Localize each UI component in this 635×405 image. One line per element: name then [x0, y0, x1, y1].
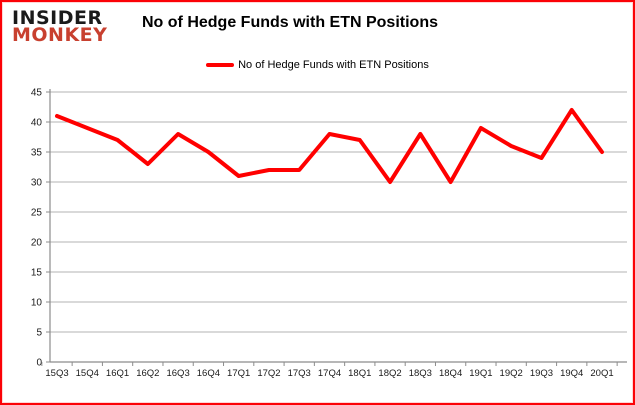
x-axis-label: 18Q4: [439, 368, 462, 379]
legend-line-swatch: [206, 63, 235, 67]
x-axis-label: 17Q1: [227, 368, 250, 379]
y-axis-label: 30: [31, 178, 43, 189]
x-axis-label: 16Q3: [166, 368, 189, 379]
x-axis-label: 19Q1: [469, 368, 492, 379]
x-axis-label: 18Q1: [348, 368, 371, 379]
x-axis-label: 15Q4: [76, 368, 99, 379]
legend-label: No of Hedge Funds with ETN Positions: [238, 59, 429, 71]
x-axis-label: 17Q3: [288, 368, 311, 379]
x-axis-label: 19Q2: [500, 368, 523, 379]
x-axis-label: 19Q3: [530, 368, 553, 379]
x-axis-label: 18Q3: [409, 368, 432, 379]
y-axis-label: 25: [31, 208, 43, 219]
x-axis-label: 19Q4: [560, 368, 583, 379]
x-axis-label: 17Q4: [318, 368, 341, 379]
x-axis-label: 16Q4: [197, 368, 220, 379]
x-axis-label: 17Q2: [257, 368, 280, 379]
y-axis-label: 5: [36, 328, 42, 339]
y-axis-label: 35: [31, 148, 43, 159]
series-line: [55, 108, 604, 184]
x-axis-label: 20Q1: [590, 368, 613, 379]
x-axis-label: 16Q1: [106, 368, 129, 379]
insider-monkey-logo: INSIDER MONKEY: [12, 7, 108, 47]
x-axis-label: 18Q2: [378, 368, 401, 379]
y-axis-label: 0: [36, 358, 42, 369]
y-axis-label: 45: [31, 88, 43, 99]
y-axis-label: 40: [31, 118, 43, 129]
logo-word-insider: INSIDER: [12, 7, 103, 29]
chart-legend: No of Hedge Funds with ETN Positions: [2, 59, 633, 71]
y-axis-label: 20: [31, 238, 43, 249]
y-axis-label: 10: [31, 298, 43, 309]
logo-word-monkey: MONKEY: [12, 24, 108, 47]
y-axis-label: 15: [31, 268, 43, 279]
x-axis-label: 16Q2: [136, 368, 159, 379]
x-axis-label: 15Q3: [45, 368, 68, 379]
chart-title: No of Hedge Funds with ETN Positions: [142, 14, 438, 31]
